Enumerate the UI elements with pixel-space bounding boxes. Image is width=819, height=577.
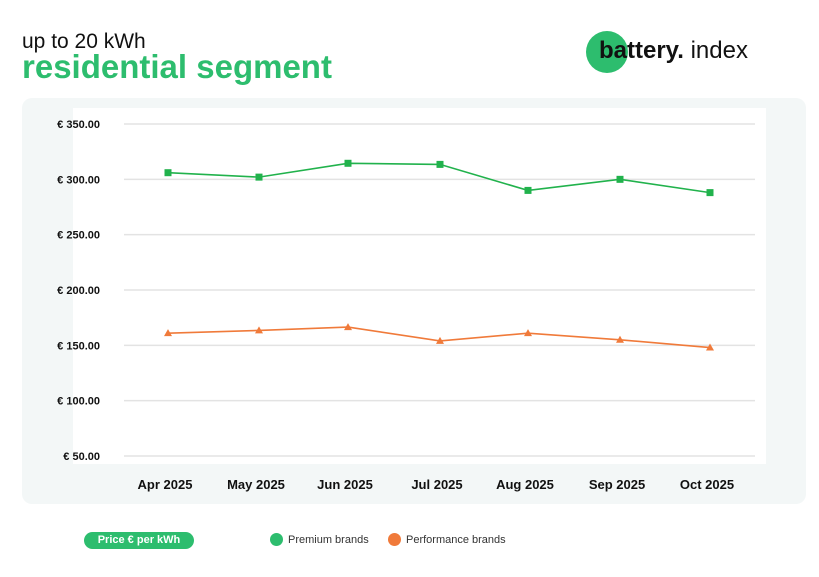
page-title: residential segment <box>22 48 332 85</box>
performance-point <box>616 335 624 343</box>
y-tick-label: € 350.00 <box>57 119 100 131</box>
performance-point <box>164 329 172 337</box>
premium-point <box>164 169 172 177</box>
y-tick-label: € 300.00 <box>57 174 100 186</box>
premium-dot-icon <box>270 533 283 546</box>
x-tick-label: Aug 2025 <box>496 477 554 492</box>
legend-label: Premium brands <box>288 533 369 546</box>
y-tick-label: € 250.00 <box>57 230 100 242</box>
logo-circle-icon <box>586 31 628 73</box>
subtitle: up to 20 kWh <box>22 30 146 53</box>
logo-bold: battery. <box>599 37 684 64</box>
premium-point <box>616 175 624 183</box>
premium-point <box>524 186 532 194</box>
x-tick-label: Oct 2025 <box>680 477 734 492</box>
y-tick-label: € 200.00 <box>57 285 100 297</box>
performance-point <box>706 343 714 351</box>
performance-point <box>524 329 532 337</box>
y-tick-label: € 150.00 <box>57 340 100 352</box>
premium-point <box>255 173 263 181</box>
performance-point <box>436 336 444 344</box>
logo-regular: index <box>690 37 748 64</box>
x-tick-label: May 2025 <box>227 477 285 492</box>
x-tick-label: Apr 2025 <box>138 477 193 492</box>
legend-premium: Premium brands <box>270 533 369 546</box>
performance-point <box>255 326 263 334</box>
plot-area <box>73 108 766 464</box>
x-tick-label: Jul 2025 <box>411 477 462 492</box>
logo: battery. index <box>586 31 786 75</box>
x-tick-label: Jun 2025 <box>317 477 373 492</box>
unit-badge: Price € per kWh <box>84 532 194 549</box>
performance-dot-icon <box>388 533 401 546</box>
y-tick-label: € 50.00 <box>63 451 100 463</box>
premium-point <box>436 160 444 168</box>
legend-performance: Performance brands <box>388 533 506 546</box>
y-tick-label: € 100.00 <box>57 396 100 408</box>
performance-point <box>344 323 352 331</box>
premium-point <box>344 159 352 167</box>
premium-point <box>706 189 714 197</box>
x-tick-label: Sep 2025 <box>589 477 645 492</box>
legend-label: Performance brands <box>406 533 506 546</box>
